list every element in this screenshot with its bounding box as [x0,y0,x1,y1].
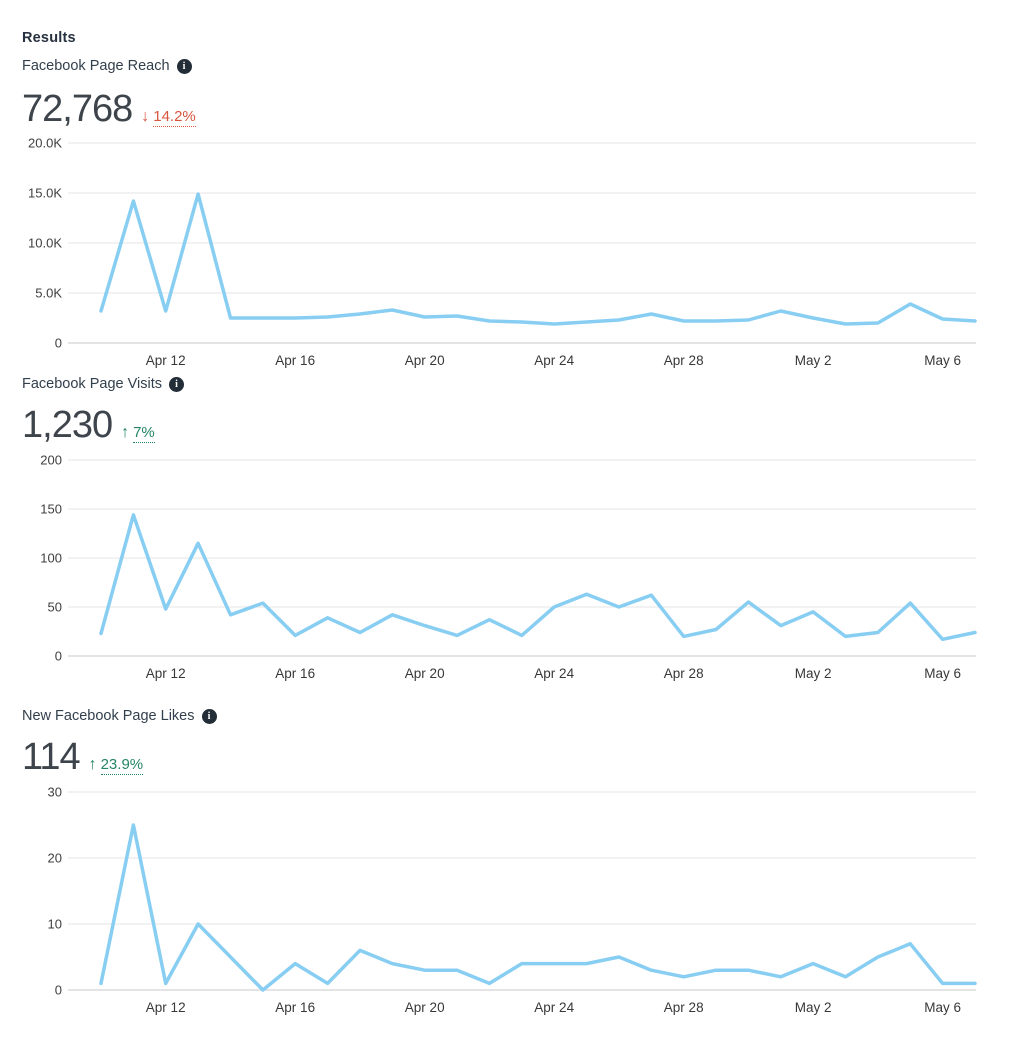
y-axis-tick: 50 [48,600,62,615]
line-chart-svg: 30 20 10 0 Apr 12 Apr 16 Apr 20 Apr 24 Apr 28 May… [48,785,977,1015]
x-axis-tick: May 6 [924,1000,961,1015]
y-axis-tick: 200 [40,453,62,468]
x-axis-tick: Apr 20 [405,353,445,368]
delta-percent[interactable]: 14.2% [153,108,196,127]
x-axis-tick: Apr 28 [664,353,704,368]
info-icon[interactable]: i [201,708,217,724]
x-axis-tick: Apr 12 [146,1000,186,1015]
y-axis-tick: 30 [48,785,62,800]
y-axis-tick: 10.0K [28,236,62,251]
metric-title-reach: Facebook Page Reach [22,58,170,74]
x-axis-tick: May 6 [924,353,961,368]
likes-line-chart: 30 20 10 0 Apr 12 Apr 16 Apr 20 Apr 24 Apr 28 May… [0,780,1020,1025]
x-axis-tick: Apr 12 [146,353,186,368]
data-line [99,823,977,992]
metric-title-visits: Facebook Page Visits [22,376,162,392]
metric-value-likes: 114 [22,736,81,778]
x-axis-tick: May 6 [924,666,961,681]
x-axis-tick: Apr 20 [405,666,445,681]
x-axis-tick: Apr 16 [275,1000,315,1015]
data-line [99,192,977,326]
x-axis-tick: Apr 28 [664,1000,704,1015]
visits-line-chart: 200 150 100 50 0 Apr 12 Apr 16 Apr 20 Apr 24 Apr … [0,448,1020,693]
metric-value-row-visits: 1,230 ↑ 7% [22,406,155,444]
metric-value-visits: 1,230 [22,404,113,446]
metric-value-row-reach: 72,768 ↓ 14.2% [22,90,196,128]
metric-value-reach: 72,768 [22,88,133,130]
y-axis-tick: 0 [55,649,62,664]
arrow-up-icon: ↑ [88,756,97,773]
y-axis-tick: 150 [40,502,62,517]
x-axis-tick: Apr 20 [405,1000,445,1015]
x-axis-tick: May 2 [795,1000,832,1015]
arrow-down-icon: ↓ [141,108,150,125]
y-axis-tick: 100 [40,551,62,566]
x-axis-tick: Apr 24 [534,666,574,681]
info-icon[interactable]: i [168,376,184,392]
data-line [99,513,977,642]
x-axis-tick: Apr 24 [534,1000,574,1015]
y-axis-tick: 0 [55,983,62,998]
delta-percent[interactable]: 7% [133,424,155,443]
delta-badge-down: ↓ 14.2% [141,108,196,127]
y-axis-tick: 20.0K [28,136,62,151]
x-axis-tick: Apr 24 [534,353,574,368]
x-axis-tick: Apr 12 [146,666,186,681]
info-icon[interactable]: i [176,58,192,74]
delta-badge-up: ↑ 7% [121,424,155,443]
y-axis-tick: 5.0K [35,286,62,301]
page-title: Results [22,30,76,47]
line-chart-svg: 20.0K 15.0K 10.0K 5.0K 0 Apr 12 Apr 16 Apr 20 Ap… [28,136,977,368]
metric-title-likes: New Facebook Page Likes [22,708,195,724]
x-axis-tick: Apr 16 [275,353,315,368]
reach-line-chart: 20.0K 15.0K 10.0K 5.0K 0 Apr 12 Apr 16 Apr 20 Ap… [0,130,1020,375]
x-axis-tick: Apr 16 [275,666,315,681]
metric-title-row-reach: Facebook Page Reach i [22,58,192,74]
x-axis-tick: May 2 [795,353,832,368]
y-axis-tick: 10 [48,917,62,932]
metric-title-row-likes: New Facebook Page Likes i [22,708,217,724]
x-axis-tick: May 2 [795,666,832,681]
y-axis-tick: 15.0K [28,186,62,201]
x-axis-tick: Apr 28 [664,666,704,681]
delta-percent[interactable]: 23.9% [100,756,144,775]
arrow-up-icon: ↑ [121,424,130,441]
y-axis-tick: 0 [55,336,62,351]
line-chart-svg: 200 150 100 50 0 Apr 12 Apr 16 Apr 20 Apr 24 Apr … [40,453,977,681]
delta-badge-up: ↑ 23.9% [89,756,144,775]
y-axis-tick: 20 [48,851,62,866]
metric-value-row-likes: 114 ↑ 23.9% [22,736,144,778]
metric-title-row-visits: Facebook Page Visits i [22,376,184,392]
